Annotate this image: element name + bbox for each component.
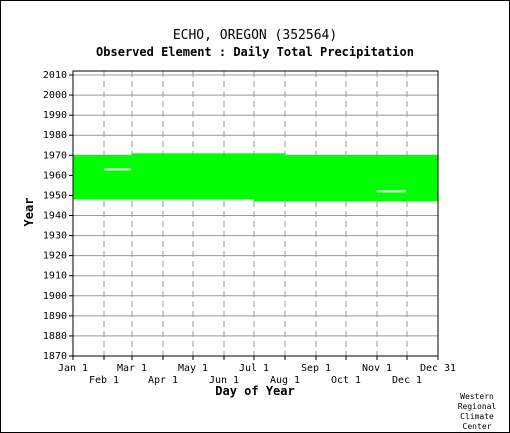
credit-block: Western Regional Climate Center [458,392,497,431]
data-gap-2 [377,190,406,193]
y-tick-label-1900: 1900 [43,291,67,302]
data-block-2 [104,155,132,200]
y-tick-label-1910: 1910 [43,271,67,282]
y-tick-label-1880: 1880 [43,331,67,342]
x-tick-label-upper: Jan 1 [58,363,88,374]
plot-area: 1870 1880 1890 1900 1910 1920 1930 1940 1950 1960… [43,70,456,386]
y-tick-label-2000: 2000 [43,90,67,101]
x-tick-label-lower: Aug 1 [270,375,300,386]
chart-title: ECHO, OREGON (352564) [173,28,337,43]
y-tick-label-1990: 1990 [43,110,67,121]
x-tick-label-upper: Nov 1 [362,363,392,374]
y-tick-label-1870: 1870 [43,351,67,362]
data-gap-1 [104,168,131,171]
x-tick-label-lower: Feb 1 [89,375,119,386]
y-tick-label-1950: 1950 [43,190,67,201]
credit-line-1: Western [460,392,494,401]
y-tick-label-1930: 1930 [43,231,67,242]
y-tick-label-2010: 2010 [43,70,67,81]
credit-line-3: Climate [460,412,494,421]
y-tick-label-1960: 1960 [43,170,67,181]
x-tick-label-lower: Apr 1 [148,375,178,386]
credit-line-4: Center [463,422,492,431]
x-tick-label-upper: Dec 31 [420,363,456,374]
data-block-4 [254,153,285,202]
x-tick-label-upper: May 1 [178,363,208,374]
x-tick-label-upper: Mar 1 [117,363,147,374]
y-tick-label-1940: 1940 [43,211,67,222]
x-tick-label-upper: Jul 1 [239,363,269,374]
y-tick-label-1980: 1980 [43,130,67,141]
x-tick-label-lower: Oct 1 [331,375,361,386]
x-axis-label: Day of Year [215,384,294,398]
data-block-1 [73,155,104,200]
y-tick-label-1890: 1890 [43,311,67,322]
data-block-3 [132,153,254,200]
y-tick-label-1970: 1970 [43,150,67,161]
x-tick-label-lower: Jun 1 [209,375,239,386]
y-tick-label-1920: 1920 [43,251,67,262]
y-axis-label: Year [22,198,36,227]
credit-line-2: Regional [458,402,497,411]
x-tick-label-lower: Dec 1 [392,375,422,386]
plot-border [72,70,439,357]
data-block-5 [285,155,438,202]
x-tick-label-upper: Sep 1 [301,363,331,374]
chart-subtitle: Observed Element : Daily Total Precipita… [96,45,414,59]
